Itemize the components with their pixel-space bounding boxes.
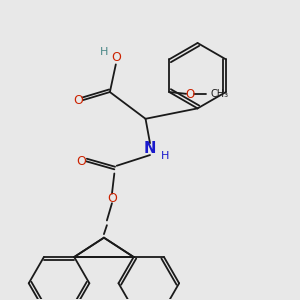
Text: CH₃: CH₃: [210, 89, 228, 99]
Text: N: N: [144, 141, 156, 156]
Text: O: O: [73, 94, 83, 106]
Text: H: H: [161, 151, 169, 161]
Text: O: O: [111, 51, 121, 64]
Text: O: O: [76, 155, 86, 168]
Text: H: H: [100, 47, 109, 57]
Text: O: O: [185, 88, 195, 101]
Text: O: O: [107, 192, 117, 205]
